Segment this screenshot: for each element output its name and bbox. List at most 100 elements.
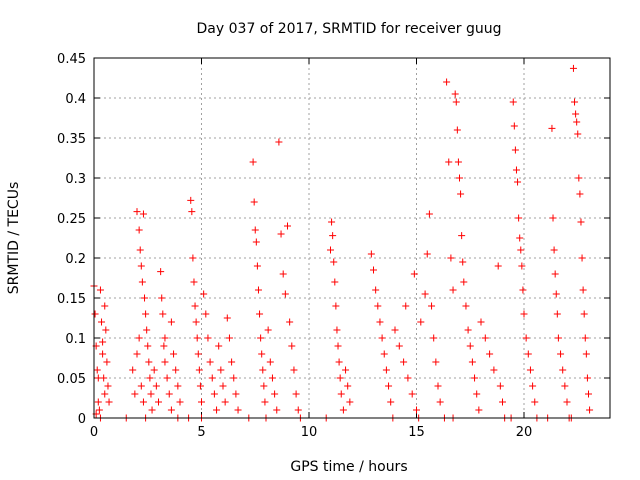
data-point — [137, 262, 145, 270]
data-point — [473, 390, 481, 398]
data-point — [103, 358, 111, 366]
data-point — [215, 342, 223, 350]
data-point — [475, 406, 483, 414]
data-point — [99, 350, 107, 358]
data-point — [387, 398, 395, 406]
data-point — [190, 278, 198, 286]
data-point — [378, 334, 386, 342]
data-point — [193, 334, 201, 342]
data-point — [559, 366, 567, 374]
data-point — [271, 390, 279, 398]
data-point — [374, 302, 382, 310]
data-point — [549, 214, 557, 222]
data-point — [281, 290, 289, 298]
data-point — [367, 250, 375, 258]
data-point — [208, 374, 216, 382]
data-point — [253, 262, 261, 270]
data-point — [91, 310, 99, 318]
data-point — [445, 158, 453, 166]
data-point — [454, 158, 462, 166]
data-point — [408, 390, 416, 398]
data-point — [510, 122, 518, 130]
data-point — [251, 226, 259, 234]
data-point — [460, 278, 468, 286]
data-point — [167, 406, 175, 414]
data-point — [376, 318, 384, 326]
data-point — [511, 146, 519, 154]
data-point — [531, 398, 539, 406]
data-point — [586, 406, 594, 414]
data-point — [575, 174, 583, 182]
data-point — [232, 390, 240, 398]
data-point — [98, 318, 106, 326]
data-point — [551, 270, 559, 278]
data-point — [102, 326, 110, 334]
data-point — [428, 302, 436, 310]
data-point — [217, 366, 225, 374]
data-point — [228, 358, 236, 366]
data-point — [430, 334, 438, 342]
data-point — [167, 318, 175, 326]
data-point — [200, 290, 208, 298]
data-point — [421, 290, 429, 298]
data-point — [552, 290, 560, 298]
data-point — [327, 246, 334, 254]
data-point — [499, 398, 506, 406]
data-point — [105, 398, 113, 406]
data-point — [459, 258, 467, 266]
data-point — [219, 382, 227, 390]
y-tick-label: 0.1 — [65, 332, 86, 347]
data-point — [477, 318, 485, 326]
x-tick-label: 0 — [90, 425, 98, 440]
data-point — [101, 302, 109, 310]
data-point — [385, 382, 393, 390]
data-point — [249, 158, 257, 166]
data-point — [554, 334, 562, 342]
data-point — [188, 208, 196, 216]
data-point — [161, 358, 169, 366]
data-point — [277, 230, 285, 238]
data-point — [189, 254, 197, 262]
data-point — [517, 246, 525, 254]
data-point — [158, 294, 166, 302]
data-point — [294, 406, 302, 414]
y-tick-label: 0.15 — [57, 292, 86, 307]
data-point — [279, 270, 287, 278]
data-point — [161, 334, 169, 342]
data-point — [160, 342, 168, 350]
data-point — [436, 398, 444, 406]
data-point — [585, 390, 592, 398]
y-tick-label: 0.3 — [65, 172, 86, 187]
data-point — [577, 218, 585, 226]
data-point — [578, 254, 586, 262]
data-point — [258, 350, 266, 358]
data-point — [230, 374, 238, 382]
data-point — [571, 98, 579, 106]
data-point — [335, 358, 343, 366]
data-point — [548, 124, 556, 132]
data-point — [456, 174, 463, 182]
data-point — [402, 302, 410, 310]
data-point — [333, 326, 341, 334]
data-point — [196, 382, 204, 390]
x-tick-label: 15 — [408, 425, 425, 440]
data-point — [574, 130, 582, 138]
data-point — [462, 302, 470, 310]
data-point — [142, 310, 150, 318]
data-point — [382, 366, 390, 374]
data-point — [101, 390, 109, 398]
data-point — [157, 268, 165, 276]
data-point — [515, 214, 523, 222]
data-point — [494, 262, 502, 270]
x-axis-label: GPS time / hours — [290, 459, 407, 475]
data-point — [573, 118, 581, 126]
data-point — [332, 302, 340, 310]
data-point — [155, 398, 162, 406]
data-point — [581, 334, 589, 342]
data-point — [329, 232, 337, 240]
data-point — [195, 366, 203, 374]
data-point — [346, 398, 354, 406]
data-point — [330, 258, 338, 266]
data-point — [150, 366, 158, 374]
